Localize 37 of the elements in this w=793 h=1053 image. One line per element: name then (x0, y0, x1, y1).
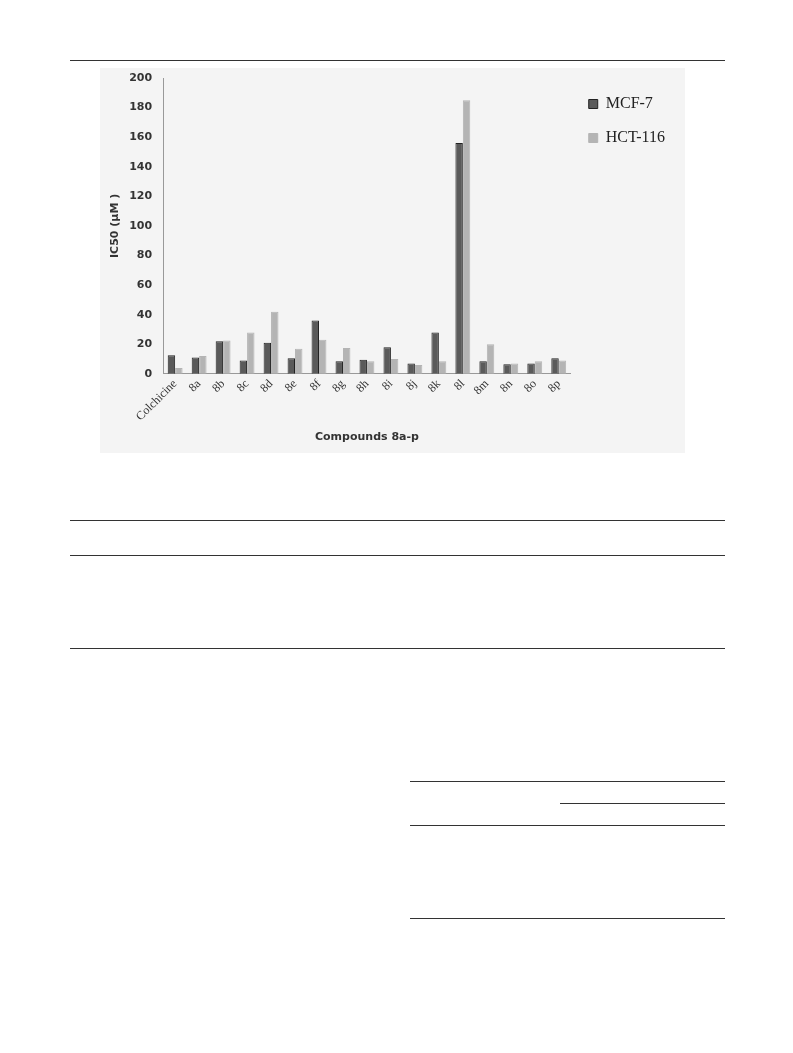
x-tick-label: 8j (402, 376, 420, 393)
bar (247, 332, 255, 374)
y-tick-label: 180 (129, 100, 153, 114)
y-tick-label: 160 (129, 130, 153, 144)
x-tick-label: 8e (281, 376, 300, 395)
x-tick-label: 8a (185, 375, 204, 395)
legend-label: HCT-116 (605, 128, 665, 146)
legend-label: MCF-7 (605, 94, 653, 112)
bar (199, 356, 207, 374)
y-tick-label: 200 (129, 70, 153, 84)
x-tick-label: 8p (544, 376, 564, 395)
bar (223, 340, 231, 374)
x-tick-label: 8d (257, 376, 276, 395)
y-tick-label: 20 (136, 337, 153, 351)
x-axis-title: Compounds 8a-p (314, 430, 420, 444)
y-tick-label: 40 (136, 307, 153, 321)
y-axis-title: IC50 (µM ) (108, 193, 122, 259)
bar (271, 311, 279, 374)
y-tick-label: 120 (129, 189, 153, 203)
x-tick-label: 8n (496, 376, 516, 395)
y-tick-label: 140 (129, 159, 153, 173)
x-tick-label: 8g (328, 376, 348, 395)
x-tick-label: 8l (450, 375, 468, 393)
x-tick-label: 8f (306, 376, 324, 394)
x-tick-label: 8m (470, 375, 492, 398)
y-tick-label: 0 (144, 366, 153, 380)
y-tick-label: 100 (129, 218, 153, 232)
x-tick-label: 8c (233, 376, 252, 395)
y-tick-label: 60 (136, 277, 153, 291)
x-tick-label: 8b (209, 376, 228, 395)
x-tick-label: 8h (352, 376, 372, 395)
x-tick-label: 8i (378, 375, 396, 393)
y-tick-label: 80 (136, 248, 153, 262)
x-tick-label: 8k (424, 376, 444, 395)
x-tick-label: 8o (520, 376, 540, 395)
bar (486, 344, 495, 374)
bar (462, 100, 471, 374)
